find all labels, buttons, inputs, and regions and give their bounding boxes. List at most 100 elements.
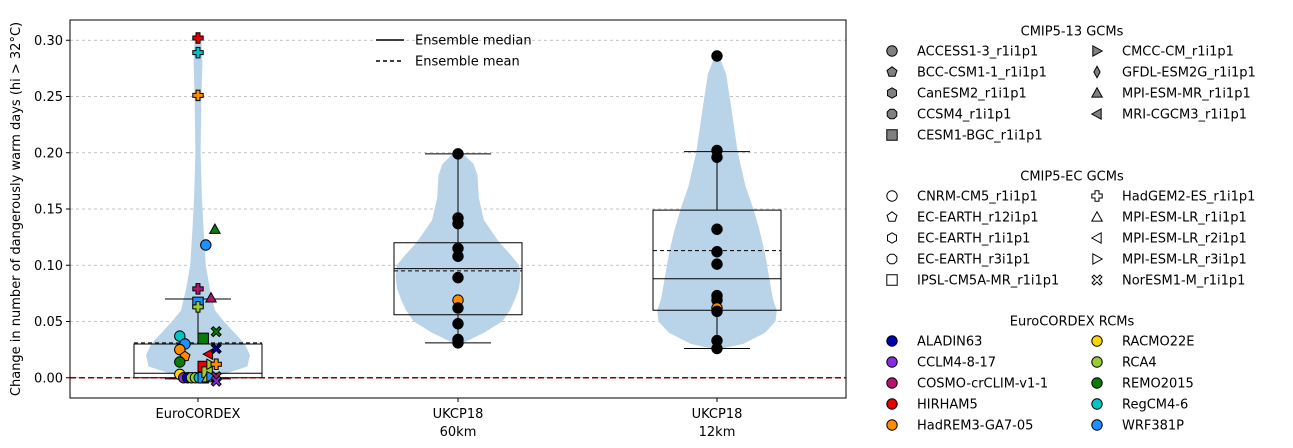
legend-group-title: EuroCORDEX RCMs [1010, 315, 1135, 330]
legend-label: CCSM4_r1i1p1 [917, 108, 1011, 123]
x-tick-label: UKCP18 [692, 407, 743, 422]
legend-marker [886, 377, 898, 389]
legend-label: NorESM1-M_r1i1p1 [1122, 274, 1245, 289]
legend-marker [886, 356, 898, 368]
data-point [711, 50, 723, 62]
x-tick-sublabel: 12km [699, 425, 736, 440]
legend-label: HadREM3-GA7-05 [917, 419, 1033, 434]
legend-label: GFDL-ESM2G_r1i1p1 [1122, 66, 1256, 81]
legend-label: COSMO-crCLIM-v1-1 [917, 377, 1048, 392]
data-point [711, 223, 723, 235]
legend-marker [1091, 274, 1103, 286]
legend-marker [886, 129, 898, 141]
legend-label: CMCC-CM_r1i1p1 [1122, 45, 1234, 60]
data-point [711, 258, 723, 270]
violins [146, 36, 777, 381]
data-point [174, 356, 186, 368]
data-point [452, 271, 464, 284]
data-point [711, 246, 723, 258]
x-tick-label: EuroCORDEX [156, 407, 241, 422]
y-tick-label: 0.00 [34, 371, 63, 386]
y-tick-label: 0.25 [34, 90, 63, 105]
legend-label: CCLM4-8-17 [917, 356, 996, 371]
legend-label: MPI-ESM-MR_r1i1p1 [1122, 87, 1251, 102]
data-point [711, 305, 723, 318]
legend-label: RegCM4-6 [1122, 398, 1188, 413]
legend-marker [887, 232, 897, 244]
legend-marker [886, 45, 898, 57]
legend-group-title: CMIP5-13 GCMs [1021, 25, 1124, 40]
legend-label: CanESM2_r1i1p1 [917, 87, 1027, 102]
legend-label: MPI-ESM-LR_r1i1p1 [1122, 211, 1247, 226]
marker-legend: CMIP5-13 GCMs ACCESS1-3_r1i1p1 BCC-CSM1-1_… [886, 25, 1256, 434]
legend-marker [887, 87, 897, 99]
legend-label: EC-EARTH_r1i1p1 [917, 232, 1030, 247]
legend-label: EC-EARTH_r3i1p1 [917, 253, 1030, 268]
data-point [210, 342, 222, 355]
data-point [192, 283, 204, 295]
legend-marker [886, 108, 898, 120]
y-tick-label: 0.30 [34, 34, 63, 49]
legend-marker [1091, 190, 1103, 202]
data-point [202, 348, 214, 361]
data-point [204, 291, 218, 303]
data-point [452, 217, 464, 230]
y-tick-label: 0.05 [34, 315, 63, 330]
data-point [210, 375, 222, 387]
legend-label: IPSL-CM5A-MR_r1i1p1 [917, 274, 1059, 289]
legend-label: RCA4 [1122, 356, 1157, 371]
legend-label: CESM1-BGC_r1i1p1 [917, 129, 1043, 144]
legend-marker [886, 211, 898, 222]
data-point [452, 337, 464, 349]
data-point [200, 239, 212, 251]
legend-label: MRI-CGCM3_r1i1p1 [1122, 108, 1247, 123]
legend-marker [1090, 231, 1102, 245]
legend-label: RACMO22E [1122, 335, 1194, 350]
legend-marker [1091, 356, 1103, 368]
legend-label: ACCESS1-3_r1i1p1 [917, 45, 1038, 60]
legend-marker [1092, 252, 1104, 266]
data-point [452, 250, 464, 262]
legend-label: BCC-CSM1-1_r1i1p1 [917, 66, 1047, 81]
data-point [174, 330, 186, 342]
legend-marker [1090, 107, 1102, 121]
data-point [452, 148, 464, 160]
legend-marker [886, 66, 898, 77]
legend-label: WRF381P [1122, 419, 1184, 434]
data-point [210, 358, 222, 370]
data-point [452, 318, 464, 330]
legend-label: HIRHAM5 [917, 398, 978, 413]
legend-marker [886, 274, 898, 286]
legend-label: MPI-ESM-LR_r3i1p1 [1122, 253, 1247, 268]
legend-marker [1092, 44, 1104, 58]
data-point [711, 151, 723, 163]
y-axis-label: Change in number of dangerously warm day… [9, 22, 24, 396]
data-point [210, 325, 222, 338]
legend-label: CNRM-CM5_r1i1p1 [917, 190, 1038, 205]
stat-legend: Ensemble median Ensemble mean [376, 34, 532, 70]
legend-marker [886, 253, 898, 265]
legend-marker [1091, 398, 1103, 410]
legend-marker [886, 398, 898, 410]
data-point [197, 332, 209, 345]
x-axis: EuroCORDEX UKCP18 60km UKCP18 12km [156, 398, 743, 440]
stat-legend-label: Ensemble median [415, 34, 532, 49]
data-point [192, 32, 204, 44]
legend-marker [1091, 419, 1103, 431]
data-point [192, 301, 204, 313]
legend-marker [1093, 65, 1101, 79]
legend-marker [1091, 335, 1103, 347]
legend-group-title: CMIP5-EC GCMs [1020, 170, 1124, 185]
legend-marker [1091, 377, 1103, 389]
legend-marker [1090, 86, 1104, 98]
legend-marker [886, 190, 898, 202]
legend-label: EC-EARTH_r12i1p1 [917, 211, 1039, 226]
data-points [174, 32, 723, 387]
legend-label: HadGEM2-ES_r1i1p1 [1122, 190, 1255, 205]
x-tick-sublabel: 60km [440, 425, 477, 440]
legend-marker [1090, 210, 1104, 222]
y-tick-label: 0.10 [34, 259, 63, 274]
y-axis: 0.00 0.05 0.10 0.15 0.20 0.25 0.30 [34, 34, 70, 386]
legend-label: REMO2015 [1122, 377, 1194, 392]
